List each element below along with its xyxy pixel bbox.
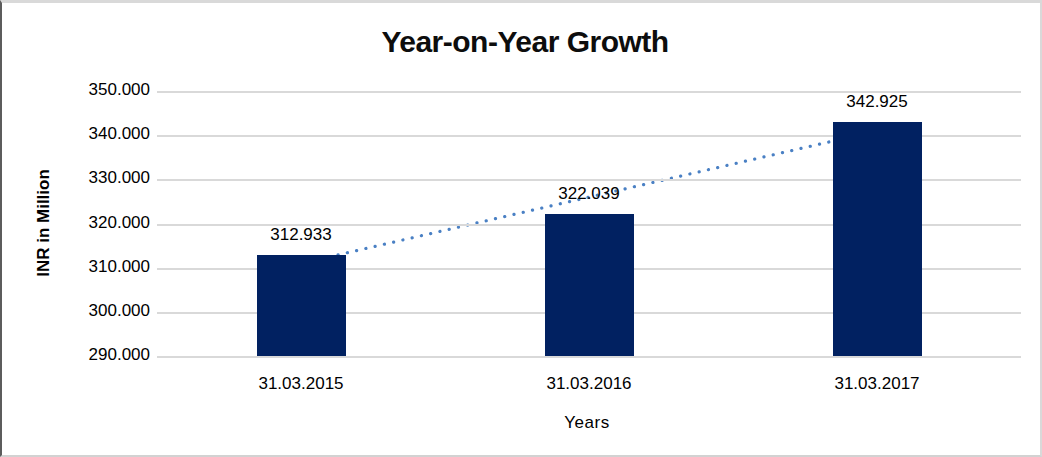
y-axis-tick-label: 320.000 xyxy=(60,213,150,233)
bar-value-label: 322.039 xyxy=(519,184,659,204)
chart-frame: Year-on-Year Growth INR in Million 350.0… xyxy=(0,0,1042,457)
bar-value-label: 312.933 xyxy=(231,225,371,245)
y-axis-tick-label: 340.000 xyxy=(60,124,150,144)
y-axis-tick-label: 330.000 xyxy=(60,168,150,188)
chart-title: Year-on-Year Growth xyxy=(82,25,968,59)
x-axis-tick-label: 31.03.2016 xyxy=(509,374,669,394)
bar xyxy=(833,122,922,356)
y-axis-tick-label: 310.000 xyxy=(60,257,150,277)
y-gridline xyxy=(157,356,1021,358)
bar xyxy=(257,255,346,356)
y-axis-tick-label: 290.000 xyxy=(60,345,150,365)
bar xyxy=(545,214,634,356)
x-axis-title: Years xyxy=(447,413,727,433)
bar-value-label: 342.925 xyxy=(807,92,947,112)
x-axis-tick-label: 31.03.2015 xyxy=(221,374,381,394)
y-axis-tick-label: 350.000 xyxy=(60,80,150,100)
y-axis-tick-label: 300.000 xyxy=(60,301,150,321)
x-axis-tick-label: 31.03.2017 xyxy=(797,374,957,394)
